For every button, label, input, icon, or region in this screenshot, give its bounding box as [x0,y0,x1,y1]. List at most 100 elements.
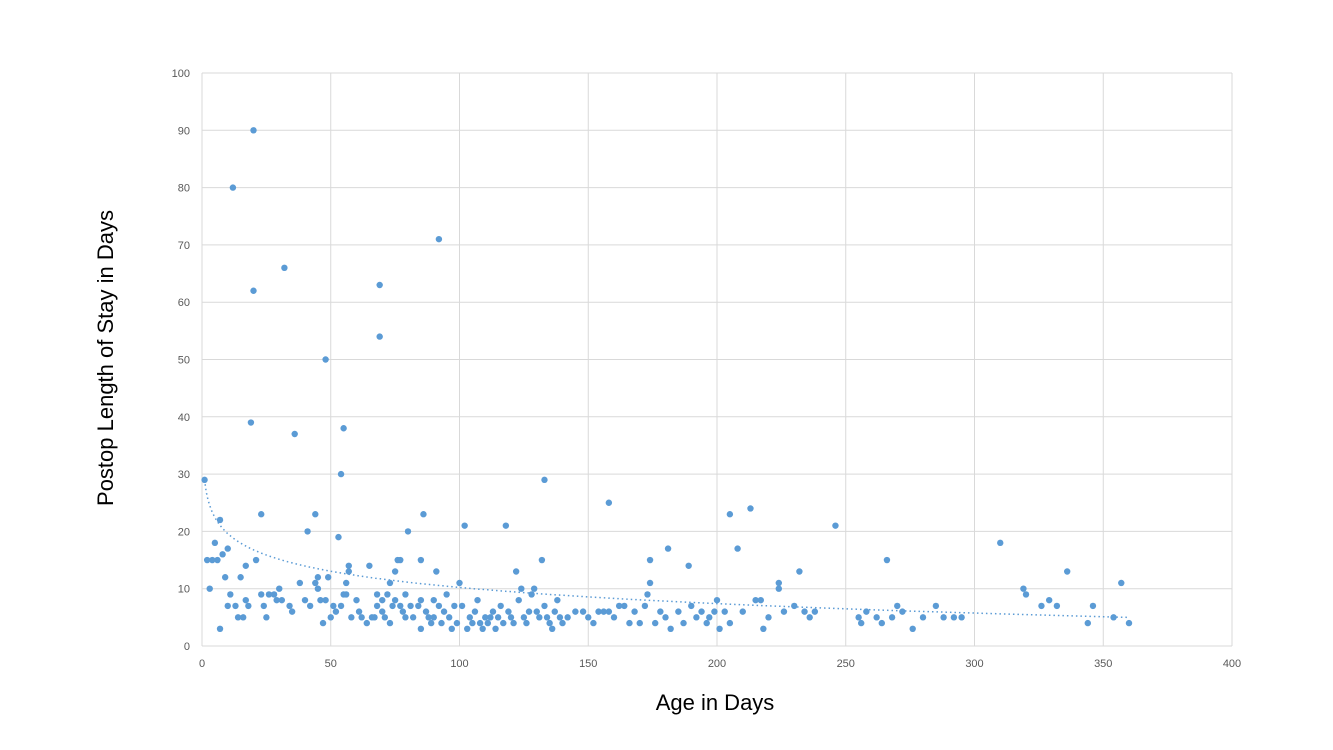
y-tick-label: 80 [178,183,190,195]
data-point [319,619,327,627]
data-point [211,539,219,547]
data-point [386,619,394,627]
data-point [407,602,414,610]
data-point [397,602,404,610]
data-point [402,614,409,621]
data-point [621,602,628,610]
data-point [446,614,453,621]
data-points [201,127,1133,633]
data-point [252,556,260,564]
data-point [343,579,350,587]
data-point [530,585,538,592]
data-point [216,516,224,524]
data-point [747,505,754,512]
y-tick-label: 10 [178,584,190,596]
x-tick-label: 350 [1094,658,1112,670]
x-tick-label: 100 [450,658,468,670]
data-point [291,430,298,438]
y-tick-label: 40 [178,412,190,424]
data-point [1053,602,1061,610]
data-point [270,591,278,598]
data-point [203,556,211,564]
data-point [505,608,512,615]
data-point [492,625,499,633]
data-point [332,608,340,615]
data-point [713,596,721,604]
data-point [415,602,422,610]
data-point [404,528,412,535]
data-point [227,591,234,598]
data-point [314,585,322,592]
x-axis-title: Age in Days [656,690,775,715]
data-point [322,356,329,363]
data-point [381,614,389,621]
data-point [337,470,345,478]
data-point [363,619,370,627]
data-point [373,591,381,598]
data-point [209,556,216,564]
data-point [281,264,288,272]
data-point [1064,568,1071,575]
data-point [391,596,399,604]
data-point [641,602,649,610]
data-point [585,614,592,621]
data-point [685,562,692,569]
data-point [234,614,242,621]
data-point [301,596,309,604]
y-axis-tick-labels: 0 10 20 30 40 50 60 70 80 90 100 [172,68,190,653]
data-point [402,591,409,598]
data-point [448,625,455,633]
data-point [224,602,231,610]
data-point [276,585,283,592]
data-point [500,619,507,627]
x-tick-label: 400 [1223,658,1241,670]
y-axis-title: Postop Length of Stay in Days [93,210,118,506]
data-point [453,619,461,627]
data-point [726,619,734,627]
data-point [458,602,466,610]
data-point [479,625,486,633]
data-point [451,602,458,610]
data-point [610,614,618,621]
x-tick-label: 0 [199,658,205,670]
data-point [440,608,448,615]
data-point [391,568,399,575]
data-point [626,619,633,627]
data-point [801,608,808,615]
x-tick-label: 150 [579,658,597,670]
data-point [541,602,548,610]
data-point [507,614,515,621]
data-point [348,614,355,621]
data-point [716,625,723,633]
data-point [417,596,425,604]
data-point [386,579,394,587]
data-point [345,568,352,575]
data-point [456,579,463,587]
data-point [430,596,437,604]
data-point [703,619,710,627]
data-point [417,625,425,633]
data-point [417,556,425,564]
data-point [858,619,865,627]
data-point [698,608,705,615]
data-point [201,476,208,484]
y-tick-label: 70 [178,240,190,252]
data-point [497,602,504,610]
data-point [216,625,224,633]
data-point [549,625,556,633]
data-point [664,545,672,552]
data-point [863,608,870,615]
data-point [780,608,788,615]
data-point [384,591,391,598]
data-point [232,602,239,610]
data-point [433,568,440,575]
data-point [1022,591,1030,598]
data-point [899,608,906,615]
data-point [376,333,383,340]
data-point [469,619,476,627]
data-point [523,619,530,627]
data-point [466,614,473,621]
data-point [304,528,311,535]
data-point [1020,585,1027,592]
data-point [314,574,322,581]
